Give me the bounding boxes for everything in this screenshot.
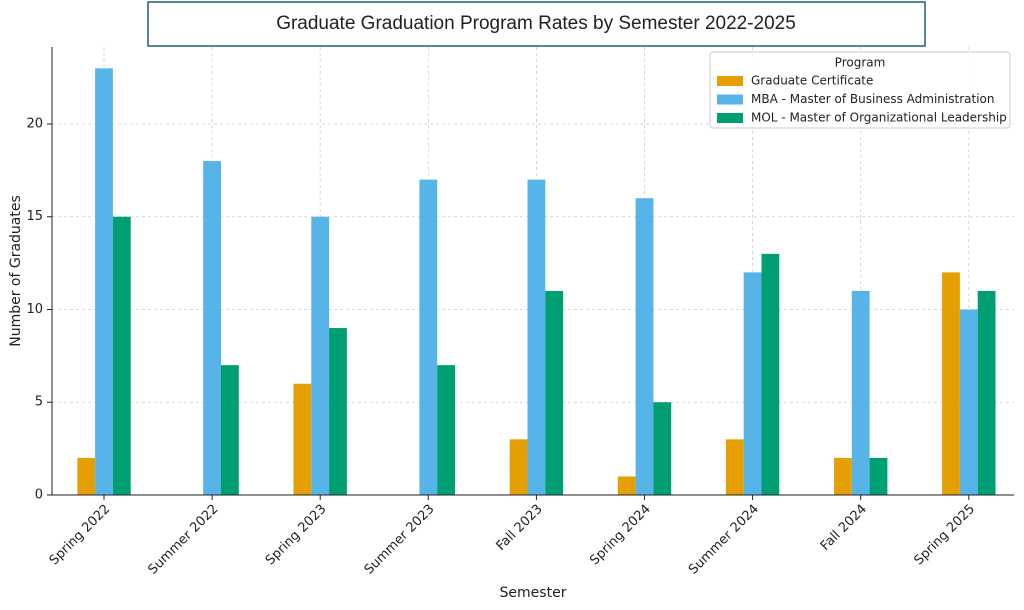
bar — [942, 272, 960, 495]
x-tick-label: Spring 2024 — [587, 502, 654, 569]
legend-swatch — [717, 113, 743, 123]
legend-box — [709, 51, 1011, 129]
bar — [653, 402, 672, 495]
bar — [112, 216, 131, 495]
bar — [509, 439, 528, 495]
bar — [959, 309, 978, 495]
bar — [527, 179, 546, 495]
y-tick-label: 0 — [35, 488, 43, 503]
bar — [635, 198, 654, 495]
x-tick-label: Spring 2023 — [263, 502, 330, 569]
bar — [311, 216, 330, 495]
bar — [725, 439, 744, 495]
y-axis-label: Number of Graduates — [8, 195, 24, 347]
x-tick-label: Summer 2024 — [686, 502, 762, 578]
bar — [437, 365, 455, 495]
bar — [329, 328, 347, 495]
y-tick-label: 5 — [35, 395, 43, 410]
bars — [77, 68, 996, 495]
bar — [851, 290, 870, 495]
legend-label: Graduate Certificate — [751, 74, 873, 88]
legend: Program Graduate Certificate MBA - Master… — [709, 51, 1011, 129]
title-box — [147, 1, 926, 47]
bar — [77, 457, 96, 495]
bar — [203, 161, 221, 495]
legend-title: Program — [835, 56, 886, 70]
bar — [869, 457, 888, 495]
bar — [977, 290, 996, 495]
x-tick-label: Fall 2023 — [494, 502, 546, 554]
bar — [95, 68, 113, 495]
x-axis-label: Semester — [500, 585, 567, 601]
x-tick-label: Spring 2025 — [912, 502, 979, 569]
chart-title: Graduate Graduation Program Rates by Sem… — [276, 13, 796, 34]
legend-swatch — [717, 76, 743, 86]
bar — [617, 476, 636, 495]
bar — [293, 383, 312, 495]
y-tick-label: 15 — [26, 209, 43, 224]
bar — [545, 290, 564, 495]
bar — [743, 272, 762, 495]
bar — [221, 365, 239, 495]
y-tick-label: 10 — [26, 302, 43, 317]
x-tick-label: Summer 2022 — [145, 502, 221, 578]
legend-label: MOL - Master of Organizational Leadershi… — [751, 111, 1007, 125]
legend-label: MBA - Master of Business Administration — [751, 92, 994, 106]
bar — [419, 179, 438, 495]
y-tick-label: 20 — [26, 116, 43, 131]
x-tick-label: Fall 2024 — [818, 502, 870, 554]
x-tick-label: Spring 2022 — [47, 502, 114, 569]
bar — [761, 253, 780, 495]
x-tick-label: Summer 2023 — [362, 502, 438, 578]
ticks: 0 5 10 15 20 Spring 2022 Summer 2022 Spring 202… — [26, 116, 978, 577]
bar — [834, 457, 852, 495]
legend-swatch — [717, 94, 743, 105]
